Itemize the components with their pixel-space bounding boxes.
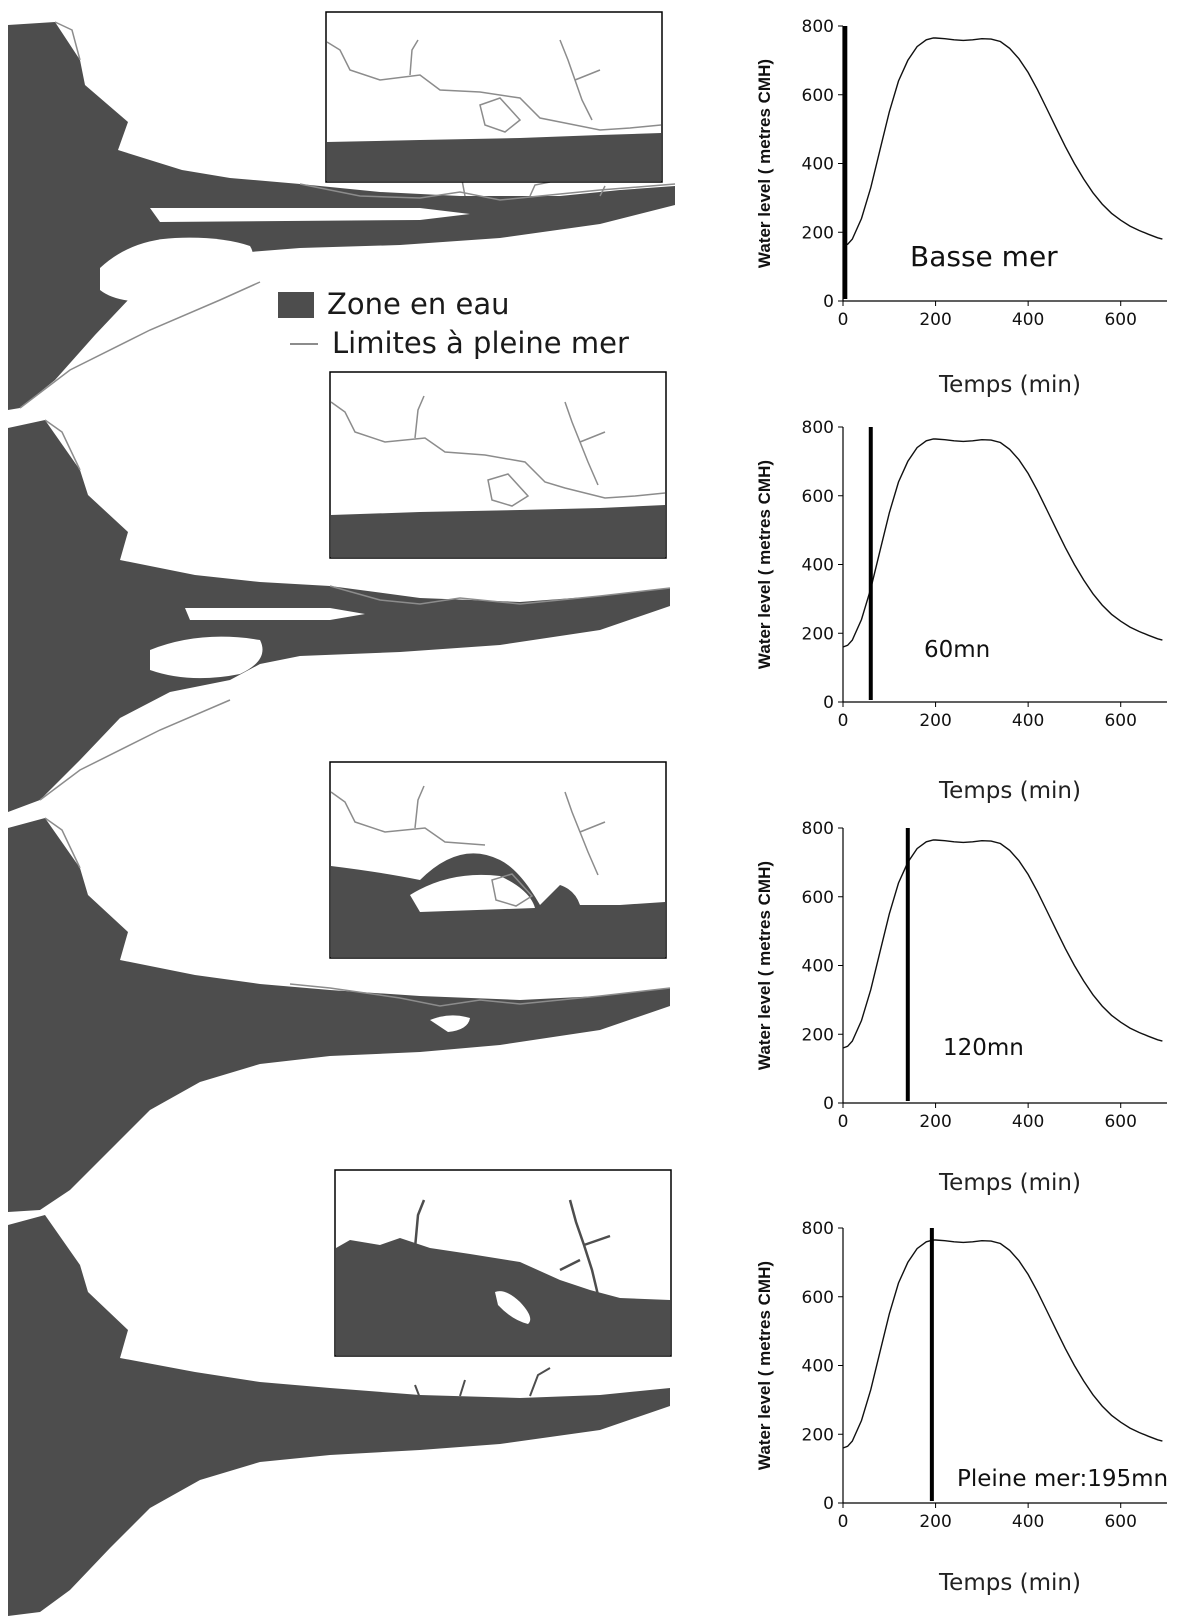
chart-1-x-tick-label: 0	[838, 310, 849, 330]
chart-4-x-axis-label: Temps (min)	[938, 1570, 1081, 1596]
map-panel-1	[8, 11, 676, 410]
chart-3-x-tick-label: 400	[1012, 1112, 1044, 1132]
chart-4-x-tick-label: 400	[1012, 1512, 1044, 1532]
map-3-sandbank	[430, 1015, 470, 1032]
chart-2-x-tick-label: 200	[919, 711, 951, 731]
chart-2-y-axis-label: Water level ( metres CMH)	[755, 460, 774, 669]
chart-1-y-tick-label: 600	[802, 86, 834, 106]
chart-1-x-tick-label: 600	[1104, 310, 1136, 330]
map-panel-2	[8, 371, 671, 812]
map-3-highwater-line	[44, 817, 671, 1007]
chart-2-y-tick-label: 600	[802, 487, 834, 507]
chart-4-x-tick-label: 0	[838, 1512, 849, 1532]
chart-1-x-tick-label: 200	[919, 310, 951, 330]
map-2-inset-water	[331, 505, 665, 557]
chart-1-x-tick-label: 400	[1012, 310, 1044, 330]
chart-3-y-tick-label: 200	[802, 1025, 834, 1045]
chart-3-x-tick-label: 600	[1104, 1112, 1136, 1132]
chart-4-x-tick-label: 600	[1104, 1512, 1136, 1532]
chart-1-y-tick-label: 0	[823, 292, 834, 312]
chart-3-y-tick-label: 600	[802, 888, 834, 908]
chart-2-annotation: 60mn	[924, 637, 990, 663]
chart-3-water-level-line	[842, 839, 1163, 1049]
tide-chart-2: 0 200 400 600 800 0 200 400 600 Water level ( met…	[755, 418, 1167, 804]
chart-2-y-tick-label: 0	[823, 693, 834, 713]
chart-1-y-tick-label: 200	[802, 223, 834, 243]
chart-3-x-axis-label: Temps (min)	[938, 1170, 1081, 1196]
chart-3-y-tick-label: 400	[802, 957, 834, 977]
map-panel-3	[8, 761, 671, 1212]
chart-2-x-axis-label: Temps (min)	[938, 778, 1081, 804]
map-1-inset-shore	[326, 39, 662, 133]
chart-4-y-tick-label: 800	[802, 1219, 834, 1239]
map-2-inset-shore	[330, 395, 666, 507]
chart-3-annotation: 120mn	[943, 1035, 1024, 1061]
map-1-sand-channel	[150, 208, 470, 222]
map-4-inset-creeks	[413, 1199, 611, 1296]
map-4-inset-island	[495, 1291, 531, 1324]
chart-1-x-axis-label: Temps (min)	[938, 372, 1081, 398]
chart-3-y-tick-label: 0	[823, 1094, 834, 1114]
legend-water-swatch	[278, 292, 314, 318]
chart-4-y-tick-label: 400	[802, 1357, 834, 1377]
chart-1-y-tick-label: 800	[802, 17, 834, 37]
map-3-water	[8, 818, 670, 1212]
chart-3-x-tick-label: 200	[919, 1112, 951, 1132]
map-2-sand-channel	[185, 608, 365, 620]
chart-3-y-axis-label: Water level ( metres CMH)	[755, 861, 774, 1070]
legend-boundary-label: Limites à pleine mer	[332, 326, 629, 360]
chart-1-y-tick-label: 400	[802, 155, 834, 175]
chart-4-x-tick-label: 200	[919, 1512, 951, 1532]
chart-2-y-tick-label: 200	[802, 624, 834, 644]
chart-4-y-tick-label: 600	[802, 1288, 834, 1308]
map-1-inset-water	[327, 133, 661, 181]
map-2-sandbank	[150, 636, 263, 679]
legend-water-label: Zone en eau	[327, 287, 509, 321]
map-1-highwater-line	[19, 21, 676, 409]
map-3-inset-shore	[330, 785, 606, 907]
map-1-sandbank	[100, 237, 253, 302]
chart-2-x-tick-label: 0	[838, 711, 849, 731]
chart-2-y-tick-label: 400	[802, 556, 834, 576]
chart-2-water-level-line	[842, 438, 1163, 648]
chart-4-y-tick-label: 200	[802, 1425, 834, 1445]
chart-1-y-axis-label: Water level ( metres CMH)	[755, 59, 774, 268]
chart-4-annotation: Pleine mer:195mn	[957, 1466, 1168, 1492]
chart-2-y-tick-label: 800	[802, 418, 834, 438]
tide-chart-1: 0 200 400 600 800 0 200 400 600 Water level ( met…	[755, 17, 1167, 398]
chart-4-water-level-line	[842, 1239, 1163, 1449]
chart-1-annotation: Basse mer	[910, 240, 1058, 273]
tide-chart-4: 0 200 400 600 800 0 200 400 600 Water level ( met…	[755, 1219, 1168, 1596]
chart-2-x-tick-label: 400	[1012, 711, 1044, 731]
chart-4-y-tick-label: 0	[823, 1494, 834, 1514]
chart-2-x-tick-label: 600	[1104, 711, 1136, 731]
chart-3-x-tick-label: 0	[838, 1112, 849, 1132]
legend: Zone en eau Limites à pleine mer	[278, 287, 629, 360]
chart-4-y-axis-label: Water level ( metres CMH)	[755, 1261, 774, 1470]
map-2-highwater-line	[39, 419, 671, 801]
tide-chart-3: 0 200 400 600 800 0 200 400 600 Water level ( met…	[755, 819, 1167, 1196]
map-4-creeks	[414, 1367, 551, 1399]
map-4-water	[8, 1215, 670, 1616]
chart-3-y-tick-label: 800	[802, 819, 834, 839]
chart-1-water-level-line	[842, 37, 1163, 247]
map-panel-4	[8, 1169, 672, 1616]
tide-charts: 0 200 400 600 800 0 200 400 600 Water level ( met…	[755, 17, 1168, 1596]
